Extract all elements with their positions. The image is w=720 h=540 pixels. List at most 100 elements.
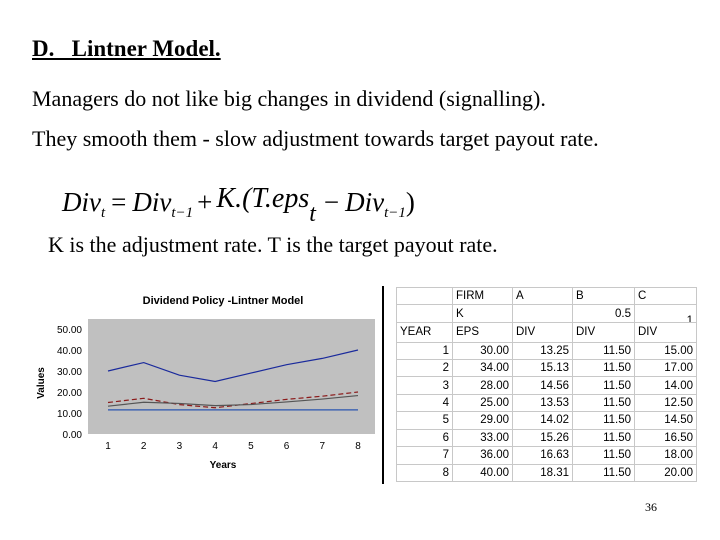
formula-k: K.(T.eps — [215, 183, 309, 214]
table-cell: 33.00 — [452, 428, 513, 448]
formula-close: ) — [406, 187, 415, 217]
formula-plus: + — [197, 187, 212, 217]
table-cell: 11.50 — [572, 358, 635, 378]
table-cell — [512, 304, 573, 323]
y-tick-label: 50.00 — [57, 325, 82, 336]
table-row: 3 28.00 14.56 11.50 14.00 — [396, 376, 697, 395]
table-cell: 13.53 — [512, 393, 573, 413]
table-row: FIRM A B C — [396, 286, 697, 306]
table-cell: 01 — [634, 304, 697, 323]
table-cell: 15.26 — [512, 428, 573, 448]
table-cell: 3 — [396, 376, 453, 395]
table-cell: YEAR — [396, 321, 453, 343]
x-axis-label: Years — [210, 460, 237, 471]
table-cell: 1 — [396, 341, 453, 361]
table-cell: 11.50 — [572, 428, 635, 448]
table-cell: 16.63 — [512, 446, 573, 465]
formula-minus: − — [324, 187, 339, 217]
formula-lhs-sub: t — [101, 205, 106, 221]
table-cell: 14.00 — [634, 376, 697, 395]
x-tick-label: 8 — [355, 441, 361, 452]
x-tick-label: 2 — [141, 441, 147, 452]
x-tick-label: 3 — [177, 441, 183, 452]
plot-area — [88, 319, 375, 434]
table-cell: 6 — [396, 428, 453, 448]
table-row: YEAR EPS DIV DIV DIV — [396, 321, 697, 343]
y-tick-label: 20.00 — [57, 388, 82, 399]
table-cell: FIRM — [452, 286, 513, 306]
table-cell: 7 — [396, 446, 453, 465]
table-cell: 20.00 — [634, 463, 697, 483]
table-cell: 30.00 — [452, 341, 513, 361]
y-tick-label: 30.00 — [57, 367, 82, 378]
table-cell: 15.00 — [634, 341, 697, 361]
table-cell: 25.00 — [452, 393, 513, 413]
x-tick-label: 6 — [284, 441, 290, 452]
x-tick-label: 4 — [212, 441, 218, 452]
table-cell — [396, 304, 453, 323]
table-cell: 16.50 — [634, 428, 697, 448]
table-cell: A — [512, 286, 573, 306]
formula-term1: Div — [131, 187, 171, 217]
y-tick-label: 0.00 — [63, 430, 83, 441]
table-cell: 11.50 — [572, 463, 635, 483]
formula-equals: = — [111, 187, 126, 217]
table-row: 8 40.00 18.31 11.50 20.00 — [396, 463, 697, 483]
table-cell-value: 1 — [686, 314, 693, 323]
data-table: FIRMABCK0.501YEAREPSDIVDIVDIV130.0013.25… — [396, 286, 697, 483]
table-cell: 12.50 — [634, 393, 697, 413]
x-tick-label: 7 — [320, 441, 326, 452]
table-cell: 4 — [396, 393, 453, 413]
lintner-chart: Dividend Policy -Lintner Model 0.00 10.00… — [36, 295, 375, 471]
table-cell: C — [634, 286, 697, 306]
table-row: 6 33.00 15.26 11.50 16.50 — [396, 428, 697, 448]
formula-term1-sub: t−1 — [171, 205, 193, 221]
slide-heading: D. Lintner Model. — [32, 36, 221, 61]
formula-term2: Div — [344, 187, 384, 217]
table-row: 5 29.00 14.02 11.50 14.50 — [396, 411, 697, 430]
table-cell: 11.50 — [572, 411, 635, 430]
table-cell: 34.00 — [452, 358, 513, 378]
table-row: 2 34.00 15.13 11.50 17.00 — [396, 358, 697, 378]
text-line-definitions: K is the adjustment rate. T is the targe… — [48, 232, 498, 257]
table-cell: 2 — [396, 358, 453, 378]
x-tick-label: 5 — [248, 441, 254, 452]
table-cell: 15.13 — [512, 358, 573, 378]
table-row: K 0.501 — [396, 304, 697, 323]
y-tick-label: 40.00 — [57, 346, 82, 357]
table-cell: 14.56 — [512, 376, 573, 395]
table-row: 7 36.00 16.63 11.50 18.00 — [396, 446, 697, 465]
table-cell: DIV — [634, 321, 697, 343]
table-cell: 36.00 — [452, 446, 513, 465]
table-row: 4 25.00 13.53 11.50 12.50 — [396, 393, 697, 413]
table-cell: 17.00 — [634, 358, 697, 378]
y-axis-label: Values — [36, 367, 47, 399]
table-cell: 11.50 — [572, 393, 635, 413]
table-cell: 0.5 — [572, 304, 635, 323]
table-cell — [396, 286, 453, 306]
text-line-smoothing: They smooth them - slow adjustment towar… — [32, 126, 599, 151]
table-cell: DIV — [512, 321, 573, 343]
series-line-3 — [107, 394, 359, 407]
table-cell: 29.00 — [452, 411, 513, 430]
y-tick-label: 10.00 — [57, 409, 82, 420]
lintner-formula: Divt = Divt−1 + K.(T.epst − Divt−1) — [61, 183, 415, 227]
table-cell: 8 — [396, 463, 453, 483]
formula-term2-sub: t−1 — [384, 205, 406, 221]
formula-lhs: Div — [61, 187, 101, 217]
table-cell: 11.50 — [572, 446, 635, 465]
table-cell: 18.00 — [634, 446, 697, 465]
divider-line — [382, 286, 384, 484]
chart-title: Dividend Policy -Lintner Model — [143, 295, 304, 307]
series-line-1 — [107, 349, 359, 383]
table-cell: B — [572, 286, 635, 306]
formula-eps-sub: t — [309, 201, 317, 227]
table-cell: 11.50 — [572, 376, 635, 395]
table-cell: EPS — [452, 321, 513, 343]
table-cell: K — [452, 304, 513, 323]
page-number: 36 — [645, 500, 657, 514]
table-cell: 13.25 — [512, 341, 573, 361]
table-cell: 14.02 — [512, 411, 573, 430]
table-row: 1 30.00 13.25 11.50 15.00 — [396, 341, 697, 361]
x-tick-label: 1 — [105, 441, 111, 452]
